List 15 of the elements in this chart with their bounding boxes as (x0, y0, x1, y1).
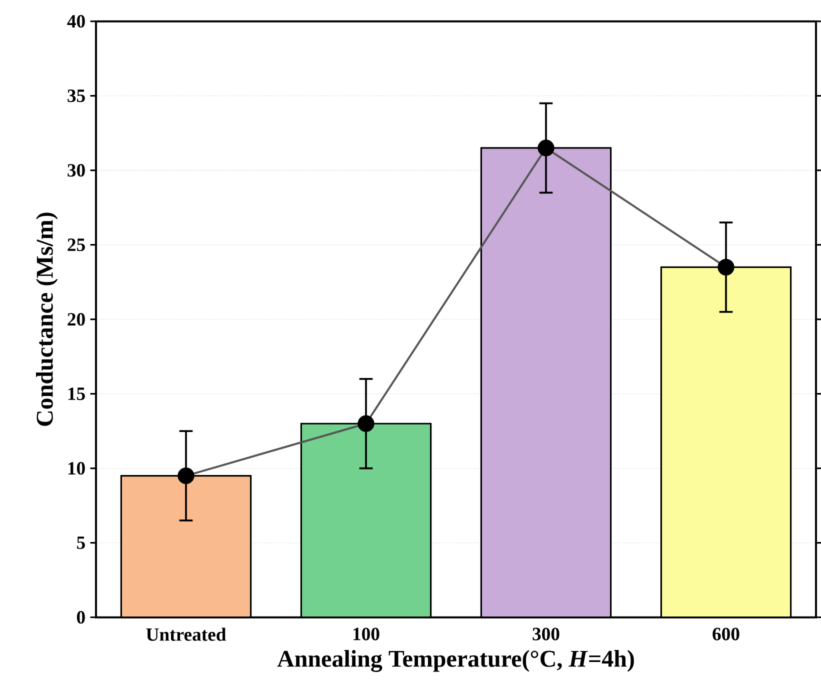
x-tick-label: 600 (712, 628, 740, 640)
x-axis-title: Annealing Temperature(°C, H=4h) (277, 650, 634, 672)
y-axis-title: Conductance (Ms/m) (36, 212, 58, 426)
y-tick-label: 15 (68, 388, 85, 400)
x-tick-label: Untreated (146, 628, 226, 641)
y-tick-label: 5 (77, 536, 85, 550)
x-tick-label: 300 (532, 628, 560, 640)
x-tick-label: 100 (354, 628, 380, 640)
y-tick-label: 35 (68, 90, 85, 102)
y-tick-label: 40 (67, 15, 85, 28)
y-tick-label: 10 (68, 462, 85, 475)
y-tick-label: 25 (68, 238, 85, 252)
y-tick-label: 0 (76, 611, 85, 624)
y-tick-label: 30 (68, 164, 85, 177)
y-tick-label: 20 (68, 313, 85, 326)
